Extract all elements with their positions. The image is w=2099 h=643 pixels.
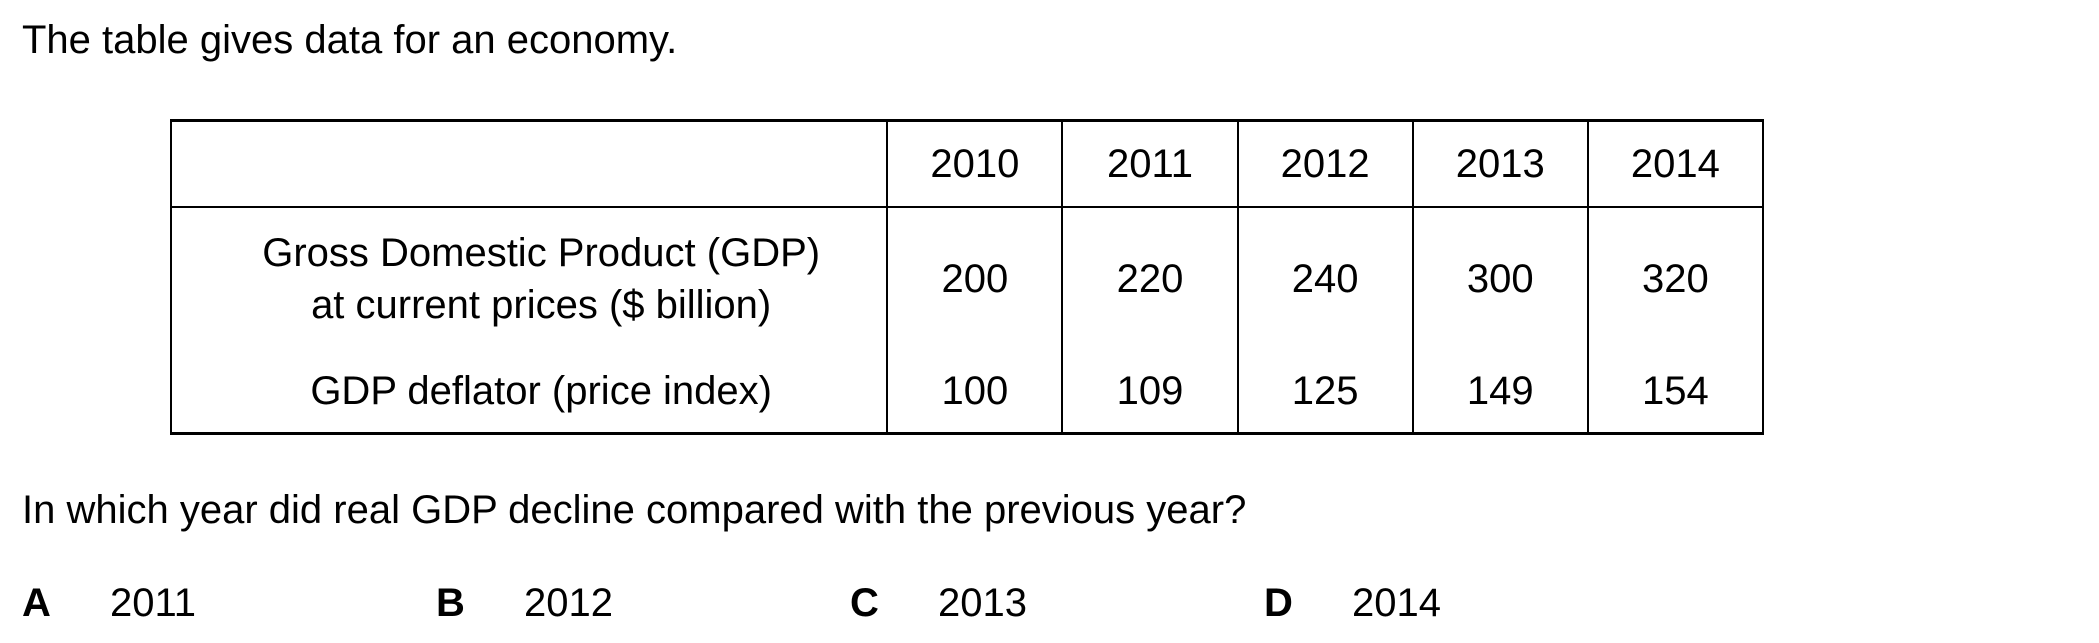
year-header-2010: 2010	[886, 119, 1064, 208]
option-b[interactable]: B 2012	[436, 576, 613, 630]
row-label-gdp: Gross Domestic Product (GDP) at current …	[169, 207, 889, 350]
option-c-text: 2013	[938, 581, 1027, 625]
table-row-deflator: GDP deflator (price index) 100 109 125 1…	[169, 350, 1765, 435]
answer-options: A 2011 B 2012 C 2013 D 2014	[22, 576, 1722, 630]
gdp-value-2013: 300	[1411, 207, 1589, 350]
option-c-letter: C	[850, 581, 879, 625]
option-a-text: 2011	[110, 581, 197, 625]
gdp-value-2011: 220	[1061, 207, 1239, 350]
row-label-gdp-line-2: at current prices ($ billion)	[311, 283, 772, 327]
option-b-text: 2012	[524, 581, 613, 625]
year-header-2014: 2014	[1586, 119, 1765, 208]
gdp-value-2010: 200	[886, 207, 1064, 350]
row-label-deflator-line-1: GDP deflator (price index)	[310, 369, 772, 413]
option-a-letter: A	[22, 581, 51, 625]
deflator-value-2013: 149	[1411, 350, 1589, 435]
option-c[interactable]: C 2013	[850, 576, 1027, 630]
option-d-letter: D	[1264, 581, 1293, 625]
table-header-row: 2010 2011 2012 2013 2014	[169, 119, 1765, 208]
option-b-letter: B	[436, 581, 465, 625]
table-row-gdp: Gross Domestic Product (GDP) at current …	[169, 207, 1765, 350]
deflator-value-2011: 109	[1061, 350, 1239, 435]
option-a[interactable]: A 2011	[22, 576, 196, 630]
header-empty-cell	[169, 119, 889, 208]
gdp-value-2012: 240	[1236, 207, 1414, 350]
deflator-value-2010: 100	[886, 350, 1064, 435]
year-header-2011: 2011	[1061, 119, 1239, 208]
row-label-gdp-line-1: Gross Domestic Product (GDP)	[262, 231, 821, 275]
year-header-2013: 2013	[1411, 119, 1589, 208]
option-d[interactable]: D 2014	[1264, 576, 1441, 630]
year-header-2012: 2012	[1236, 119, 1414, 208]
row-label-deflator: GDP deflator (price index)	[169, 350, 889, 435]
question-text: In which year did real GDP decline compa…	[22, 488, 1247, 532]
deflator-value-2012: 125	[1236, 350, 1414, 435]
deflator-value-2014: 154	[1586, 350, 1765, 435]
economy-data-table: 2010 2011 2012 2013 2014 Gross Domestic …	[169, 119, 1765, 435]
option-d-text: 2014	[1352, 581, 1441, 625]
intro-text: The table gives data for an economy.	[22, 18, 678, 62]
gdp-value-2014: 320	[1586, 207, 1765, 350]
